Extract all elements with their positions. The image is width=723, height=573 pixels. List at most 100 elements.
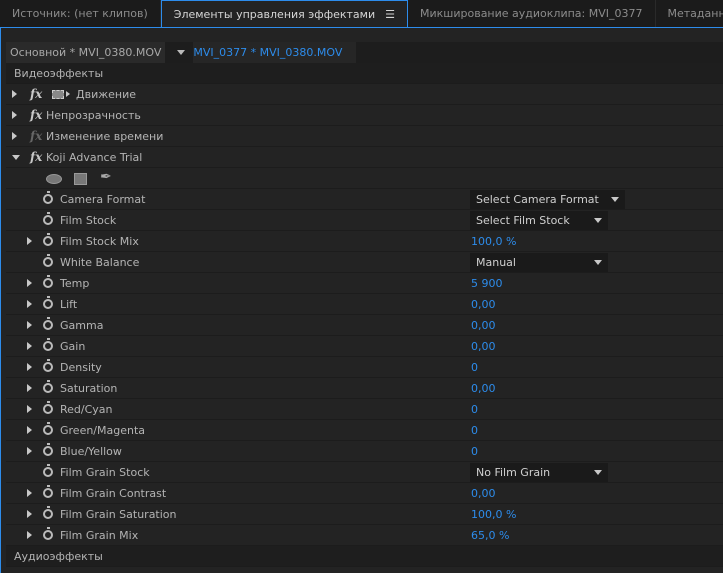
stopwatch-icon[interactable] <box>43 212 53 225</box>
tab-metadata[interactable]: Метаданные <box>656 0 723 28</box>
effect-row[interactable]: fx Движение <box>6 84 723 105</box>
sequence-clip[interactable]: MVI_0377 * MVI_0380.MOV <box>193 42 357 63</box>
expand-arrow-icon[interactable] <box>12 132 17 140</box>
param-value[interactable]: 0 <box>471 444 478 458</box>
param-value[interactable]: 100,0 % <box>471 507 517 521</box>
param-name: Lift <box>60 297 78 311</box>
stopwatch-icon[interactable] <box>43 191 53 204</box>
param-name: Gamma <box>60 318 104 332</box>
tab-audio-clip-mixer[interactable]: Микширование аудиоклипа: MVI_0377 <box>408 0 656 28</box>
tab-effect-controls[interactable]: Элементы управления эффектами ☰ <box>160 0 408 28</box>
param-value[interactable]: 0,00 <box>471 318 496 332</box>
param-dropdown[interactable]: No Film Grain <box>470 463 608 482</box>
pen-mask-icon[interactable]: ✒ <box>100 169 112 185</box>
stopwatch-icon[interactable] <box>43 485 53 498</box>
stopwatch-icon[interactable] <box>43 443 53 456</box>
panel-menu-icon[interactable]: ☰ <box>385 8 395 21</box>
expand-arrow-icon[interactable] <box>27 447 32 455</box>
stopwatch-icon[interactable] <box>43 380 53 393</box>
param-row: Green/Magenta 0 <box>6 420 723 441</box>
chevron-down-icon <box>594 218 602 223</box>
dropdown-value: Manual <box>476 256 516 269</box>
param-row: Density 0 <box>6 357 723 378</box>
stopwatch-icon[interactable] <box>43 233 53 246</box>
expand-arrow-icon[interactable] <box>27 321 32 329</box>
chevron-down-icon <box>594 470 602 475</box>
effect-name: Непрозрачность <box>46 108 141 122</box>
dropdown-value: Select Film Stock <box>476 214 570 227</box>
param-name: Camera Format <box>60 192 146 206</box>
param-row: Temp 5 900 <box>6 273 723 294</box>
param-row: Red/Cyan 0 <box>6 399 723 420</box>
stopwatch-icon[interactable] <box>43 506 53 519</box>
param-name: Film Grain Mix <box>60 528 139 542</box>
fx-toggle-icon[interactable]: fx <box>30 108 43 122</box>
expand-arrow-icon[interactable] <box>27 342 32 350</box>
param-row: Film Grain Contrast 0,00 <box>6 483 723 504</box>
collapse-arrow-icon[interactable] <box>12 155 20 160</box>
param-value[interactable]: 0,00 <box>471 486 496 500</box>
stopwatch-icon[interactable] <box>43 254 53 267</box>
param-dropdown[interactable]: Select Camera Format <box>470 190 625 209</box>
rectangle-mask-icon[interactable] <box>74 173 87 185</box>
fx-toggle-icon[interactable]: fx <box>30 87 43 101</box>
fx-toggle-icon[interactable]: fx <box>30 150 43 164</box>
param-dropdown[interactable]: Select Film Stock <box>470 211 608 230</box>
stopwatch-icon[interactable] <box>43 296 53 309</box>
master-clip[interactable]: Основной * MVI_0380.MOV <box>6 42 166 63</box>
expand-arrow-icon[interactable] <box>27 363 32 371</box>
expand-arrow-icon[interactable] <box>27 489 32 497</box>
chevron-down-icon[interactable] <box>177 50 186 55</box>
effect-row[interactable]: fx Непрозрачность <box>6 105 723 126</box>
fx-toggle-icon[interactable]: fx <box>30 129 43 143</box>
param-value[interactable]: 0 <box>471 402 478 416</box>
param-dropdown[interactable]: Manual <box>470 253 608 272</box>
param-value[interactable]: 65,0 % <box>471 528 510 542</box>
effect-row[interactable]: fx Koji Advance Trial <box>6 147 723 168</box>
effect-controls-panel <box>0 27 723 573</box>
motion-transform-icon[interactable] <box>52 90 64 99</box>
expand-arrow-icon[interactable] <box>27 426 32 434</box>
param-name: Gain <box>60 339 86 353</box>
stopwatch-icon[interactable] <box>43 401 53 414</box>
param-row: Camera Format Select Camera Format <box>6 189 723 210</box>
effect-name: Изменение времени <box>46 129 164 143</box>
expand-arrow-icon[interactable] <box>27 279 32 287</box>
clip-selector: Основной * MVI_0380.MOV MVI_0377 * MVI_0… <box>6 42 723 63</box>
effect-row[interactable]: fx Изменение времени <box>6 126 723 147</box>
expand-arrow-icon[interactable] <box>27 300 32 308</box>
stopwatch-icon[interactable] <box>43 338 53 351</box>
param-value[interactable]: 100,0 % <box>471 234 517 248</box>
tab-source[interactable]: Источник: (нет клипов) <box>0 0 161 28</box>
param-name: White Balance <box>60 255 140 269</box>
param-value[interactable]: 0 <box>471 360 478 374</box>
stopwatch-icon[interactable] <box>43 359 53 372</box>
stopwatch-icon[interactable] <box>43 275 53 288</box>
chevron-down-icon <box>611 197 619 202</box>
expand-arrow-icon[interactable] <box>27 510 32 518</box>
expand-arrow-icon[interactable] <box>12 90 17 98</box>
stopwatch-icon[interactable] <box>43 317 53 330</box>
effect-name: Движение <box>76 87 137 101</box>
param-value[interactable]: 0,00 <box>471 297 496 311</box>
stopwatch-icon[interactable] <box>43 464 53 477</box>
param-name: Temp <box>60 276 90 290</box>
expand-arrow-icon[interactable] <box>27 405 32 413</box>
param-value[interactable]: 0,00 <box>471 381 496 395</box>
param-name: Film Stock <box>60 213 117 227</box>
stopwatch-icon[interactable] <box>43 527 53 540</box>
param-value[interactable]: 0 <box>471 423 478 437</box>
expand-arrow-icon[interactable] <box>27 384 32 392</box>
param-name: Film Grain Stock <box>60 465 150 479</box>
section-label: Аудиоэффекты <box>14 549 103 563</box>
param-value[interactable]: 0,00 <box>471 339 496 353</box>
expand-arrow-icon[interactable] <box>12 111 17 119</box>
stopwatch-icon[interactable] <box>43 422 53 435</box>
expand-arrow-icon[interactable] <box>27 237 32 245</box>
param-value[interactable]: 5 900 <box>471 276 503 290</box>
expand-arrow-icon[interactable] <box>27 531 32 539</box>
param-row: Saturation 0,00 <box>6 378 723 399</box>
param-row: Blue/Yellow 0 <box>6 441 723 462</box>
ellipse-mask-icon[interactable] <box>46 174 62 184</box>
param-name: Red/Cyan <box>60 402 113 416</box>
